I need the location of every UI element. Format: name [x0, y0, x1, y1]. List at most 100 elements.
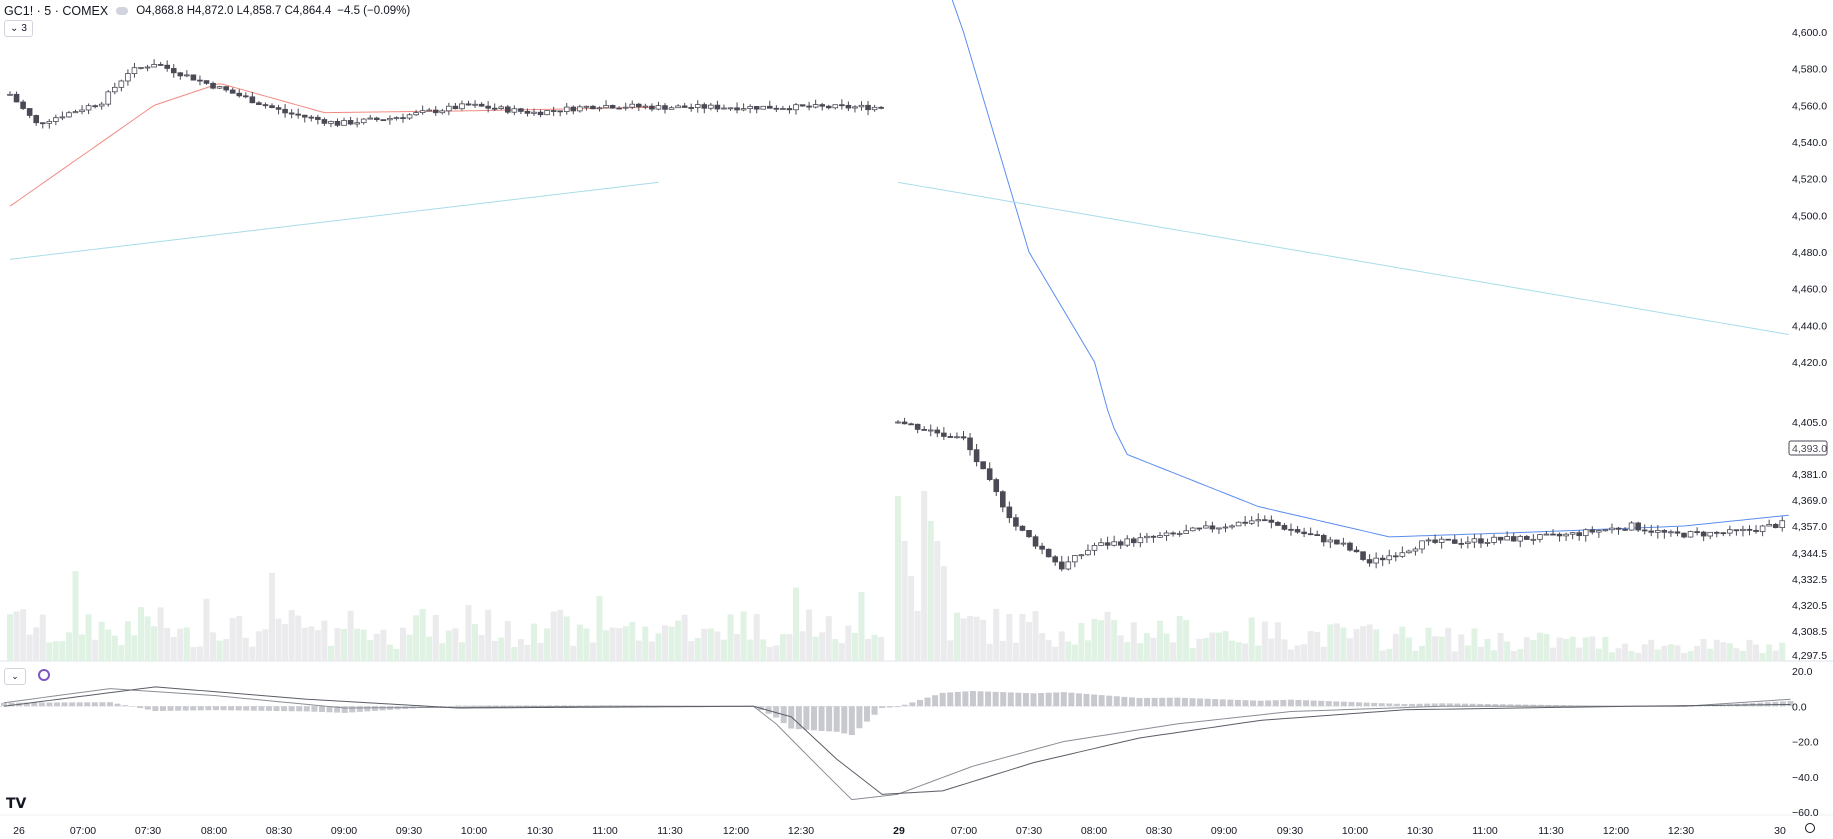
- volume-bar: [1425, 627, 1432, 661]
- candle-body: [609, 104, 616, 109]
- volume-bar: [138, 606, 144, 661]
- candle-body: [439, 110, 446, 114]
- macd-histogram-bar: [1280, 699, 1287, 707]
- chart-settings-icon[interactable]: [1805, 823, 1815, 833]
- macd-histogram-bar: [1113, 696, 1120, 707]
- candle-body: [622, 106, 629, 109]
- candle-body: [504, 106, 511, 113]
- tradingview-logo-icon[interactable]: TV: [6, 796, 27, 812]
- volume-bar: [1615, 648, 1622, 661]
- volume-bar: [1576, 647, 1583, 661]
- macd-histogram-bar: [326, 706, 333, 713]
- high-label: H: [186, 5, 196, 17]
- price-axis-tick: 4,440.0: [1792, 320, 1827, 332]
- macd-histogram-bar: [1242, 700, 1249, 707]
- volume-bar: [986, 643, 993, 661]
- candle-body: [1137, 537, 1144, 544]
- candle-body: [184, 74, 190, 77]
- volume-bar: [1346, 638, 1353, 661]
- volume-bar: [616, 628, 623, 661]
- candle-body: [131, 67, 138, 74]
- volume-bar: [720, 639, 727, 661]
- volume-bar: [583, 628, 590, 661]
- volume-bar: [727, 614, 734, 661]
- macd-histogram-bar: [939, 692, 946, 707]
- macd-histogram-bar: [273, 706, 280, 711]
- volume-bar: [1681, 653, 1687, 661]
- candle-body: [518, 108, 524, 112]
- macd-histogram-bar: [1250, 700, 1257, 707]
- macd-histogram-bar: [114, 703, 121, 707]
- candle-body: [400, 117, 406, 120]
- macd-settings-icon[interactable]: [38, 669, 50, 681]
- candle-body: [1078, 554, 1085, 557]
- volume-bar: [1373, 629, 1380, 661]
- macd-histogram-bar: [250, 706, 257, 711]
- candle-body: [1746, 528, 1753, 531]
- macd-histogram-bar: [159, 706, 166, 711]
- time-axis-tick: 09:00: [1211, 825, 1237, 837]
- macd-histogram-bar: [1537, 704, 1544, 707]
- price-axis-tick: 4,520.0: [1792, 174, 1827, 186]
- macd-collapse-button[interactable]: ⌄: [4, 668, 26, 685]
- volume-bar: [908, 576, 915, 661]
- macd-histogram-bar: [76, 702, 83, 707]
- macd-histogram-bar: [440, 706, 447, 707]
- candle-body: [315, 116, 321, 120]
- candle-body: [1222, 526, 1229, 529]
- candle-body: [1465, 541, 1471, 544]
- symbol-title[interactable]: GC1! · 5 · COMEX: [4, 4, 109, 18]
- candle-body: [1013, 517, 1019, 527]
- candle-body: [1602, 529, 1609, 532]
- volume-bar: [255, 631, 262, 661]
- candle-body: [1026, 530, 1032, 538]
- macd-histogram-bar: [493, 705, 500, 707]
- candle-body: [105, 91, 112, 105]
- macd-histogram-bar: [1015, 692, 1022, 707]
- eye-icon[interactable]: [116, 7, 129, 15]
- volume-bar: [295, 615, 302, 661]
- price-axis-tick: 4,344.5: [1792, 548, 1827, 560]
- volume-bar: [1170, 642, 1177, 661]
- candle-body: [845, 104, 852, 109]
- volume-bar: [1458, 634, 1465, 661]
- candle-body: [839, 104, 845, 107]
- candle-body: [947, 436, 954, 438]
- macd-histogram-bar: [546, 705, 553, 707]
- candle-body: [793, 104, 799, 111]
- close-value: 4,864.4: [292, 5, 332, 17]
- time-axis-tick: 11:30: [1538, 825, 1564, 837]
- candle-body: [328, 121, 334, 124]
- candle-body: [832, 104, 839, 109]
- volume-bar: [1340, 627, 1347, 661]
- price-axis-tick: 4,297.5: [1792, 650, 1827, 662]
- macd-histogram-bar: [197, 706, 204, 711]
- indicators-toggle-button[interactable]: ⌄ 3: [4, 20, 33, 37]
- volume-bar: [1582, 637, 1589, 661]
- volume-bar: [1392, 633, 1399, 661]
- volume-bar: [1484, 638, 1491, 661]
- candle-body: [1176, 533, 1183, 535]
- candle-body: [570, 106, 577, 112]
- volume-bar: [1176, 615, 1183, 661]
- candle-body: [642, 105, 649, 108]
- candle-body: [1399, 552, 1406, 557]
- macd-histogram-bar: [8, 702, 15, 707]
- candle-body: [210, 82, 216, 89]
- candle-body: [1183, 530, 1190, 534]
- macd-axis-tick: −20.0: [1792, 737, 1819, 749]
- candle-body: [1713, 531, 1720, 534]
- volume-bar: [603, 630, 610, 661]
- volume-bar: [1084, 640, 1091, 661]
- macd-histogram-bar: [1348, 702, 1355, 707]
- candle-body: [1569, 532, 1576, 535]
- macd-histogram-bar: [1462, 703, 1469, 707]
- macd-histogram-bar: [1219, 699, 1226, 707]
- candlesticks[interactable]: [7, 59, 1786, 572]
- volume-bar: [1635, 652, 1642, 661]
- candle-body: [321, 119, 328, 124]
- candle-body: [1668, 531, 1674, 534]
- volume-bar: [1386, 648, 1393, 661]
- volume-bar: [967, 615, 974, 661]
